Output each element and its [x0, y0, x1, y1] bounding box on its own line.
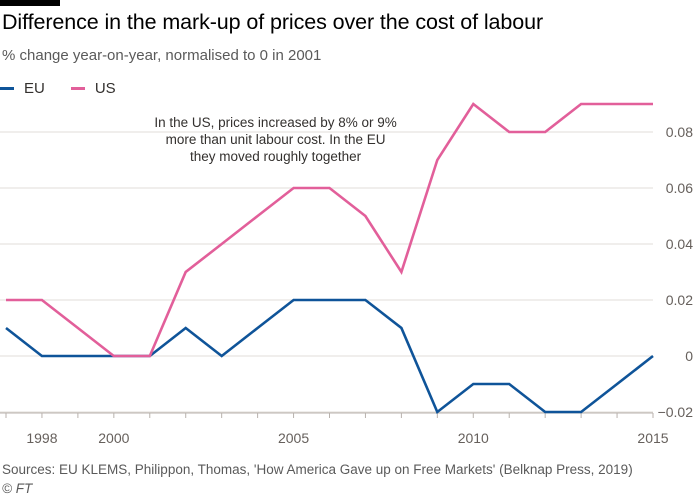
y-tick-label: 0.08: [666, 124, 693, 140]
y-tick-label: 0.02: [666, 292, 693, 308]
ft-top-bar: [0, 0, 60, 6]
annotation: In the US, prices increased by 8% or 9% m…: [154, 115, 396, 164]
annotation-line: more than unit labour cost. In the EU: [166, 132, 386, 147]
x-axis: 1998 2000 2005 2010 2015: [0, 412, 669, 446]
gridlines: [0, 131, 653, 413]
legend-label-us: US: [94, 79, 116, 97]
legend-item-us: US: [70, 79, 116, 97]
legend-swatch-us: [70, 86, 85, 90]
y-tick-label: 0: [685, 348, 693, 364]
annotation-line: they moved roughly together: [190, 149, 362, 164]
x-tick-label: 1998: [26, 430, 57, 446]
copyright: © FT: [2, 481, 33, 496]
x-tick-label: 2015: [637, 430, 668, 446]
series-lines: [5, 102, 654, 415]
y-tick-label: 0.06: [666, 180, 693, 196]
y-tick-label: −0.02: [658, 404, 694, 420]
legend-label-eu: EU: [24, 79, 45, 97]
legend: EU US: [0, 78, 142, 98]
y-tick-label: 0.04: [666, 236, 693, 252]
x-tick-label: 2005: [278, 430, 309, 446]
y-axis: −0.02 0 0.02 0.04 0.06 0.08: [658, 124, 694, 420]
source-note: Sources: EU KLEMS, Philippon, Thomas, 'H…: [2, 462, 633, 477]
chart-subtitle: % change year-on-year, normalised to 0 i…: [2, 47, 322, 64]
legend-swatch-eu: [0, 86, 14, 90]
chart-title: Difference in the mark-up of prices over…: [2, 10, 544, 34]
x-tick-label: 2010: [458, 430, 489, 446]
legend-item-eu: EU: [0, 80, 45, 97]
annotation-line: In the US, prices increased by 8% or 9%: [154, 115, 396, 130]
series-line-us: [6, 102, 653, 358]
x-tick-label: 2000: [98, 430, 129, 446]
